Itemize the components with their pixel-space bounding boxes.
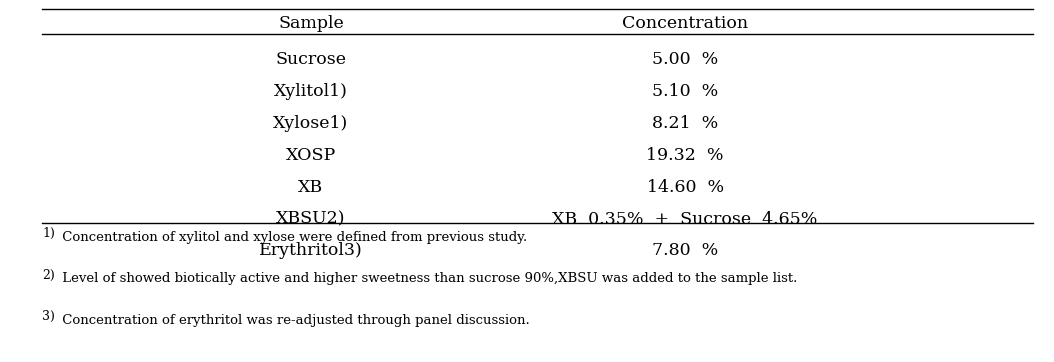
Text: Sucrose: Sucrose: [275, 51, 347, 68]
Text: 3): 3): [42, 310, 55, 323]
Text: Xylitol1): Xylitol1): [274, 83, 348, 100]
Text: 19.32  %: 19.32 %: [646, 147, 724, 164]
Text: XOSP: XOSP: [286, 147, 336, 164]
Text: XB  0.35%  +  Sucrose  4.65%: XB 0.35% + Sucrose 4.65%: [552, 211, 818, 227]
Text: Concentration of erythritol was re-adjusted through panel discussion.: Concentration of erythritol was re-adjus…: [58, 314, 530, 327]
Text: 2): 2): [42, 269, 55, 282]
Text: XBSU2): XBSU2): [276, 211, 346, 227]
Text: 14.60  %: 14.60 %: [646, 179, 724, 195]
Text: 7.80  %: 7.80 %: [652, 243, 718, 259]
Text: 8.21  %: 8.21 %: [652, 115, 718, 132]
Text: Level of showed biotically active and higher sweetness than sucrose 90%,XBSU was: Level of showed biotically active and hi…: [58, 272, 797, 285]
Text: Concentration: Concentration: [622, 15, 748, 32]
Text: Erythritol3): Erythritol3): [259, 243, 363, 259]
Text: XB: XB: [298, 179, 324, 195]
Text: Xylose1): Xylose1): [273, 115, 349, 132]
Text: Concentration of xylitol and xylose were defined from previous study.: Concentration of xylitol and xylose were…: [58, 231, 527, 244]
Text: 5.00  %: 5.00 %: [652, 51, 718, 68]
Text: 5.10  %: 5.10 %: [652, 83, 718, 100]
Text: 1): 1): [42, 227, 55, 240]
Text: Sample: Sample: [278, 15, 344, 32]
